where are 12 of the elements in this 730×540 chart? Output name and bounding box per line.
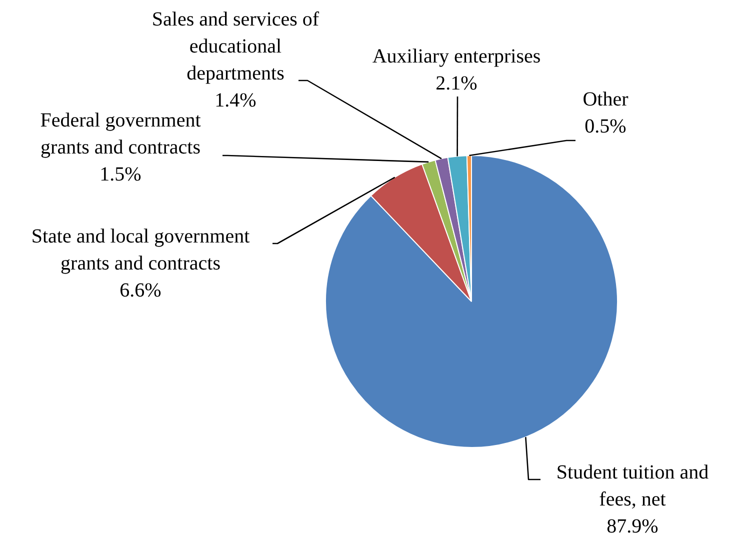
- slice-label: Federal government grants and contracts: [40, 110, 202, 158]
- data-label: 87.9%: [606, 516, 658, 538]
- slice-label: Student tuition and fees, net: [556, 462, 709, 510]
- data-label: 0.5%: [584, 116, 626, 138]
- slice-label: Sales and services of educational departments: [152, 8, 320, 84]
- slice-label: Other: [582, 88, 629, 110]
- data-label: 2.1%: [436, 72, 478, 94]
- data-label: 1.4%: [214, 90, 256, 112]
- data-label: 1.5%: [100, 164, 142, 186]
- data-label: 6.6%: [120, 280, 162, 302]
- slice-label: Auxiliary enterprises: [372, 46, 541, 68]
- slice-label: State and local government grants and contracts: [31, 226, 250, 274]
